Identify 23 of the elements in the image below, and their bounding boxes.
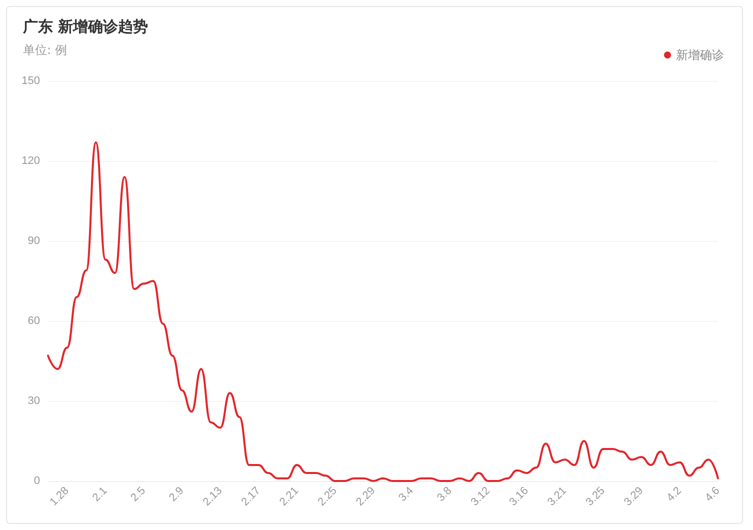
chart-title: 广东 新增确诊趋势 — [22, 18, 148, 36]
y-tick-label: 150 — [22, 75, 40, 87]
chart-subtitle: 单位: 例 — [23, 43, 67, 57]
x-tick-label: 3.16 — [507, 484, 531, 508]
x-tick-label: 1.28 — [48, 484, 72, 508]
x-tick-label: 2.21 — [277, 484, 302, 508]
legend-label: 新增确诊 — [676, 48, 724, 62]
y-tick-label: 0 — [34, 475, 40, 487]
line-series — [47, 141, 719, 482]
x-tick-label: 2.1 — [90, 484, 110, 504]
x-tick-label: 3.29 — [622, 484, 646, 508]
x-tick-label: 4.6 — [702, 484, 722, 504]
y-tick-label: 120 — [22, 155, 40, 167]
x-tick-label: 3.4 — [396, 484, 416, 504]
x-tick-label: 4.2 — [664, 484, 684, 504]
y-tick-label: 90 — [28, 235, 40, 247]
y-tick-label: 30 — [28, 395, 40, 407]
x-tick-label: 2.5 — [128, 484, 148, 504]
x-tick-label: 3.8 — [434, 484, 454, 504]
y-tick-label: 60 — [28, 315, 40, 327]
x-tick-label: 3.21 — [545, 484, 570, 508]
x-tick-label: 3.12 — [468, 484, 493, 508]
x-tick-label: 2.9 — [166, 484, 186, 504]
